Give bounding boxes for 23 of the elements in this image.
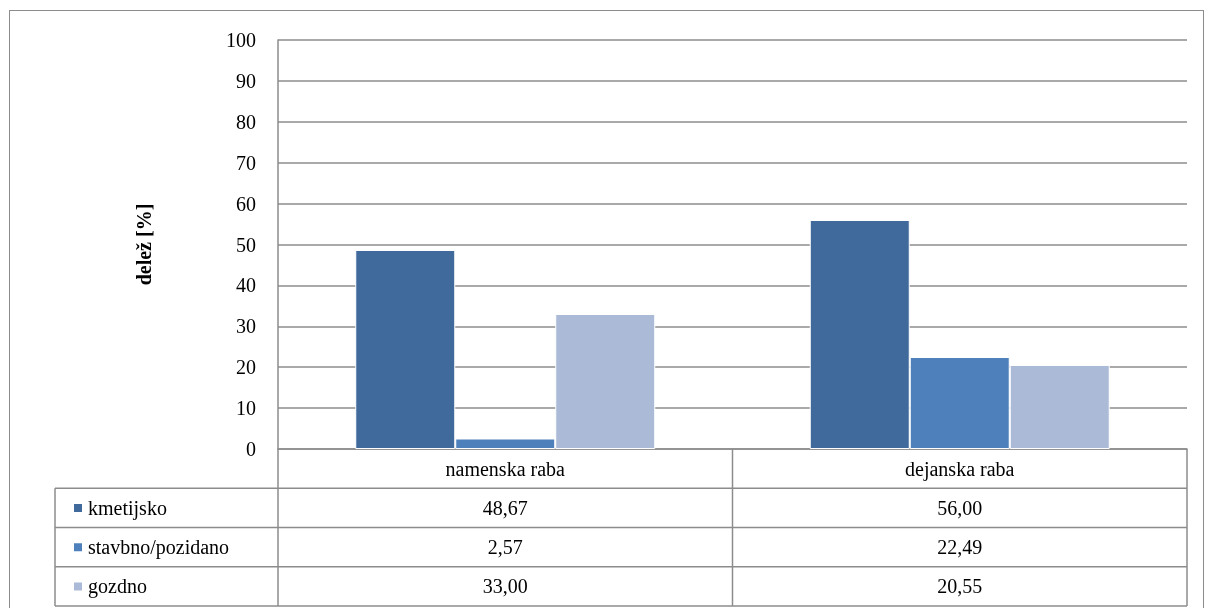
y-tick-label: 100 <box>226 29 256 51</box>
y-tick-label: 80 <box>236 110 256 133</box>
y-tick-label: 70 <box>236 151 256 174</box>
data-label: 33,00 <box>482 575 528 598</box>
y-tick-label: 40 <box>236 274 256 297</box>
data-label: 56,00 <box>937 496 983 519</box>
legend-label: gozdno <box>88 575 147 599</box>
data-label: 22,49 <box>937 536 983 559</box>
data-label: 20,55 <box>937 575 983 598</box>
data-label: 2,57 <box>487 536 523 559</box>
y-tick-label: 20 <box>236 356 256 379</box>
legend-label: stavbno/pozidano <box>88 536 230 560</box>
x-tick-label: dejanska raba <box>905 457 1015 481</box>
y-tick-label: 60 <box>236 192 256 215</box>
y-axis-title: delež [%] <box>133 203 155 286</box>
legend-label: kmetijsko <box>88 496 167 520</box>
y-tick-label: 30 <box>236 315 256 338</box>
x-tick-label: namenska raba <box>445 457 566 480</box>
y-tick-label: 90 <box>236 69 256 92</box>
y-tick-label: 10 <box>236 397 256 420</box>
y-tick-label: 50 <box>236 233 256 256</box>
y-tick-label: 0 <box>246 438 256 460</box>
data-label: 48,67 <box>482 496 528 519</box>
